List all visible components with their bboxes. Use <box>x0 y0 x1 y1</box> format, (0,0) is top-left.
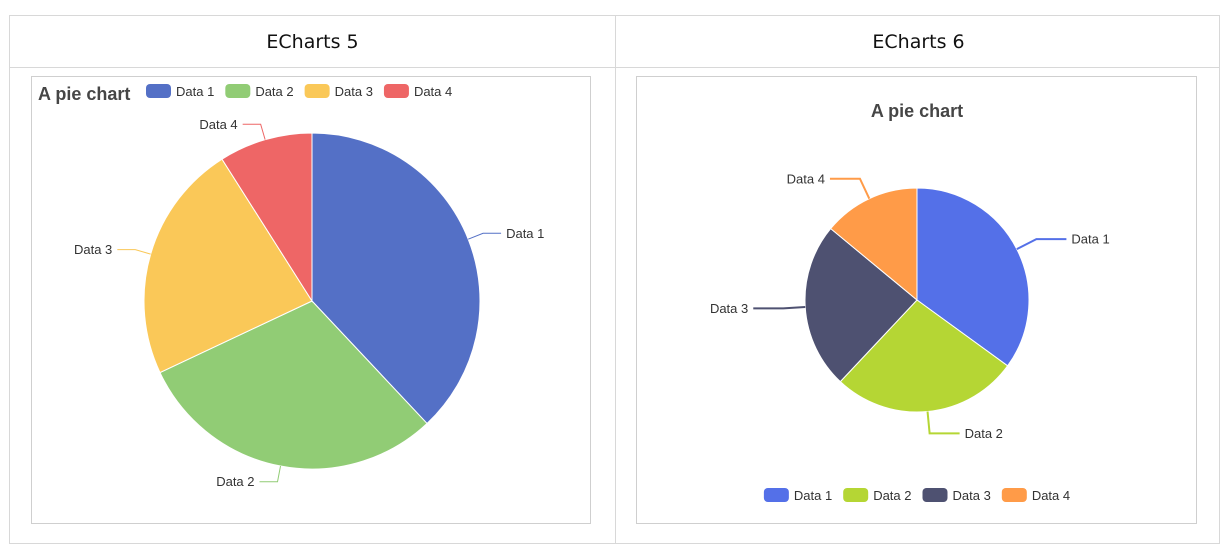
legend-swatch <box>1001 488 1027 502</box>
legend-label: Data 2 <box>255 84 293 99</box>
echarts5-chart: A pie chart Data 1 Data 2 Data 3 Data 4 Data … <box>31 76 591 524</box>
slice-label-data-1: Data 1 <box>1071 232 1109 247</box>
leader-line-data-3 <box>753 306 806 310</box>
slice-label-data-1: Data 1 <box>506 226 544 241</box>
pie-slice-data-4[interactable] <box>221 132 313 303</box>
legend-label: Data 2 <box>873 488 911 503</box>
leader-line-data-2 <box>926 411 960 435</box>
slice-label-data-4: Data 4 <box>787 171 825 186</box>
pie-slices <box>804 187 1030 413</box>
legend-item-data-3[interactable]: Data 3 <box>304 84 373 99</box>
legend-item-data-2[interactable]: Data 2 <box>225 84 294 99</box>
legend-swatch <box>922 488 948 502</box>
leader-line-data-1 <box>468 232 502 240</box>
legend-swatch <box>843 488 869 502</box>
legend-item-data-1[interactable]: Data 1 <box>763 488 832 503</box>
legend: Data 1 Data 2 Data 3 Data 4 <box>146 84 452 99</box>
legend-swatch <box>763 488 789 502</box>
legend-label: Data 1 <box>176 84 214 99</box>
legend-item-data-1[interactable]: Data 1 <box>146 84 214 99</box>
slice-label-data-4: Data 4 <box>199 117 237 132</box>
legend-label: Data 3 <box>335 84 373 99</box>
pie-slices <box>143 132 481 470</box>
slice-label-data-2: Data 2 <box>965 426 1003 441</box>
leader-line-data-4 <box>829 177 871 200</box>
legend: Data 1 Data 2 Data 3 Data 4 <box>763 488 1070 503</box>
legend-swatch <box>146 84 171 98</box>
slice-label-data-3: Data 3 <box>74 242 112 257</box>
legend-item-data-4[interactable]: Data 4 <box>1001 488 1070 503</box>
chart-title: A pie chart <box>38 84 130 104</box>
legend-item-data-2[interactable]: Data 2 <box>843 488 912 503</box>
legend-item-data-3[interactable]: Data 3 <box>922 488 991 503</box>
slice-label-data-2: Data 2 <box>216 474 254 489</box>
legend-label: Data 4 <box>414 84 452 99</box>
legend-swatch <box>383 84 409 98</box>
pie-slice-data-3[interactable] <box>804 227 918 383</box>
legend-label: Data 1 <box>794 488 832 503</box>
legend-label: Data 4 <box>1032 488 1070 503</box>
legend-label: Data 3 <box>953 488 991 503</box>
column-divider <box>615 16 616 543</box>
column-title-echarts6: ECharts 6 <box>872 31 965 53</box>
pie-slice-data-3[interactable] <box>143 158 313 374</box>
leader-line-data-2 <box>259 465 282 483</box>
legend-swatch <box>225 84 251 98</box>
pie-slice-data-4[interactable] <box>829 187 918 302</box>
header-divider <box>10 67 1219 68</box>
comparison-table: ECharts 5 ECharts 6 <box>9 15 1220 544</box>
echarts6-chart: A pie chart Data 1 Data 2 Data 3 Data 4 Data … <box>636 76 1197 524</box>
leader-line-data-3 <box>117 249 151 255</box>
legend-item-data-4[interactable]: Data 4 <box>383 84 452 99</box>
slice-label-data-3: Data 3 <box>710 301 748 316</box>
legend-swatch <box>304 84 330 98</box>
leader-line-data-4 <box>242 123 266 140</box>
chart-title: A pie chart <box>871 101 963 121</box>
column-title-echarts5: ECharts 5 <box>266 31 359 53</box>
leader-line-data-1 <box>1016 238 1067 251</box>
